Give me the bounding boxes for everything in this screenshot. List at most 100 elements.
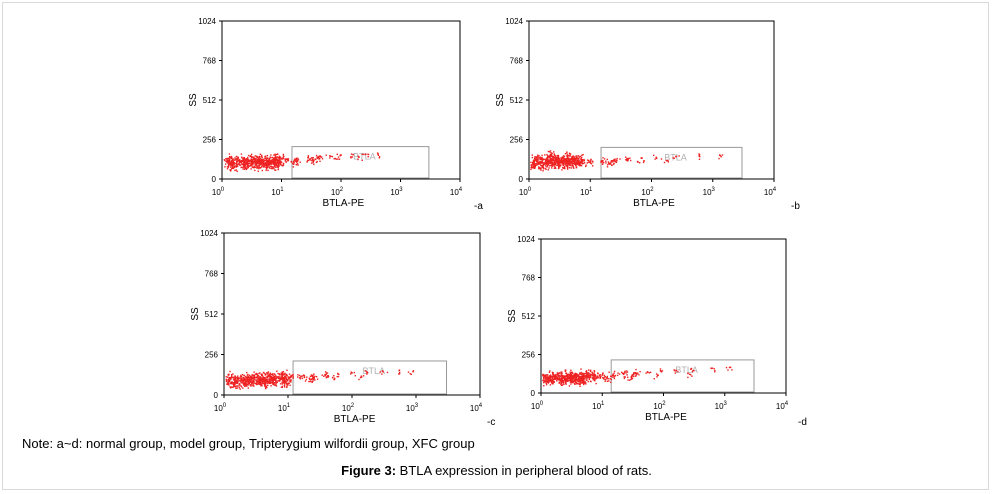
data-point	[326, 376, 328, 378]
data-point	[274, 375, 276, 378]
data-point	[279, 379, 282, 381]
data-point	[269, 381, 271, 383]
data-point	[323, 375, 325, 377]
data-point	[613, 370, 616, 373]
data-point	[602, 160, 604, 162]
data-point	[296, 160, 299, 162]
data-point	[569, 154, 571, 156]
data-point	[366, 373, 368, 375]
data-point	[623, 376, 625, 378]
data-point	[542, 164, 545, 167]
data-point	[273, 373, 276, 375]
data-point	[255, 155, 258, 157]
data-point	[578, 156, 581, 158]
data-point	[564, 376, 566, 378]
data-point	[718, 157, 720, 160]
data-point	[585, 375, 587, 377]
data-point	[308, 158, 311, 160]
data-point	[293, 163, 295, 165]
y-axis-label: SS	[495, 93, 506, 107]
data-point	[309, 375, 312, 378]
data-point	[570, 161, 572, 163]
data-point	[304, 380, 307, 382]
data-point	[637, 161, 639, 163]
data-point	[578, 376, 581, 379]
data-point	[246, 163, 248, 165]
data-point	[398, 373, 400, 375]
data-point	[654, 158, 656, 160]
data-point	[258, 380, 261, 382]
data-point	[278, 155, 280, 157]
data-point	[256, 163, 258, 165]
data-point	[245, 167, 247, 169]
data-point	[227, 160, 229, 163]
data-point	[239, 388, 241, 390]
data-point	[231, 167, 233, 170]
data-point	[548, 156, 550, 158]
data-point	[284, 386, 286, 388]
data-point	[547, 169, 549, 171]
data-point	[560, 373, 562, 375]
data-point	[265, 385, 268, 387]
data-point	[303, 376, 306, 379]
data-point	[546, 160, 548, 162]
data-point	[297, 157, 299, 160]
data-point	[643, 160, 645, 162]
data-point	[602, 157, 604, 159]
data-point	[231, 166, 233, 168]
data-point	[365, 371, 368, 373]
data-point	[561, 169, 563, 171]
data-point	[582, 378, 584, 380]
data-point	[314, 379, 316, 381]
data-point	[266, 376, 268, 379]
data-point	[636, 372, 638, 374]
data-point	[264, 379, 267, 381]
panel-label: -a	[474, 201, 483, 212]
data-point	[278, 376, 280, 378]
data-point	[239, 377, 241, 379]
data-point	[550, 153, 553, 155]
data-point	[575, 165, 577, 167]
plot-frame	[528, 20, 775, 180]
data-point	[547, 164, 549, 166]
data-point	[317, 156, 320, 158]
data-point	[567, 380, 570, 382]
data-point	[312, 380, 314, 382]
data-point	[269, 162, 272, 164]
data-point	[663, 161, 666, 164]
data-point	[556, 154, 559, 157]
data-point	[583, 162, 586, 164]
data-point	[250, 380, 252, 383]
data-point	[601, 163, 604, 165]
data-point	[545, 376, 547, 378]
data-point	[232, 158, 235, 160]
data-point	[573, 158, 576, 160]
data-point	[559, 165, 561, 167]
data-point	[581, 381, 583, 384]
data-point	[270, 160, 272, 162]
data-point	[311, 374, 314, 377]
data-point	[238, 160, 240, 162]
data-point	[578, 157, 580, 160]
data-point	[274, 153, 276, 155]
data-point	[258, 158, 261, 160]
data-point	[247, 162, 250, 164]
data-point	[578, 163, 581, 165]
data-point	[274, 155, 276, 157]
data-point	[269, 161, 272, 163]
data-point	[283, 155, 285, 158]
data-point	[244, 159, 246, 161]
data-point	[250, 164, 253, 167]
data-point	[575, 155, 577, 157]
data-point	[623, 377, 626, 380]
data-point	[381, 370, 384, 372]
data-point	[297, 374, 299, 376]
data-point	[547, 382, 549, 384]
data-point	[545, 384, 548, 386]
data-point	[612, 161, 614, 163]
data-point	[228, 153, 231, 155]
data-point	[261, 166, 263, 168]
data-point	[560, 380, 562, 383]
data-point	[556, 377, 559, 379]
data-point	[551, 377, 553, 379]
